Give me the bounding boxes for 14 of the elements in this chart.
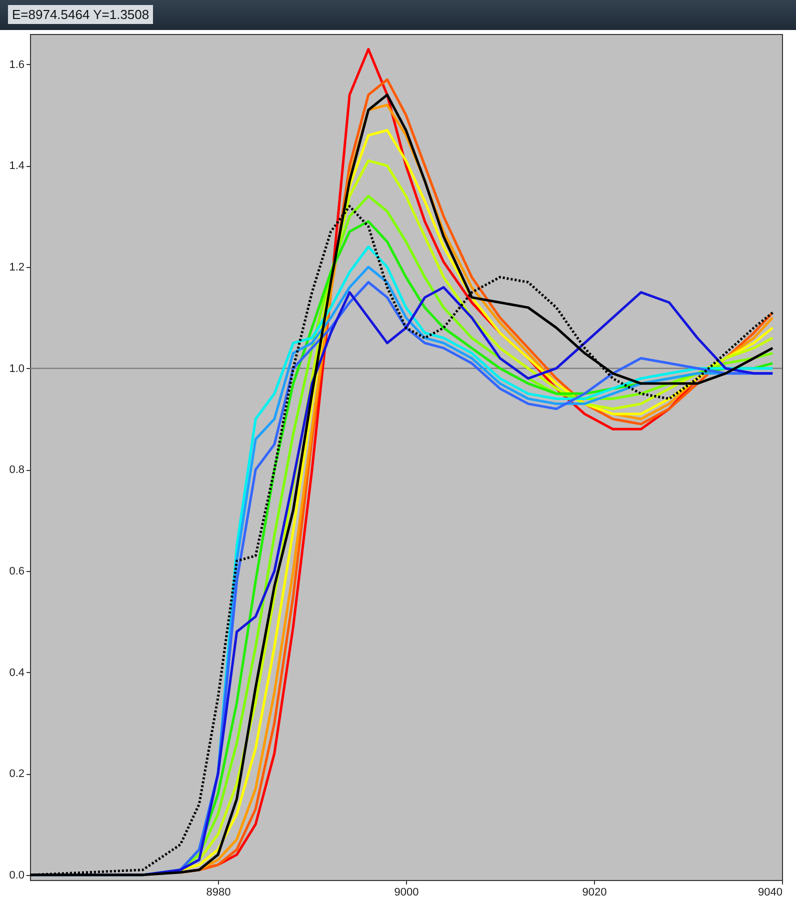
y-tick-label: 0.6 [9,565,24,578]
y-tick-label: 0.8 [9,464,24,476]
x-tick-label: 9000 [394,886,419,898]
y-tick-label: 1.0 [9,362,24,375]
y-tick-label: 0.0 [9,869,24,882]
y-tick-label: 0.4 [9,666,24,679]
y-tick-label: 1.6 [9,58,24,71]
text: E=8974.5464 Y=1.3508 [8,5,154,24]
x-tick-label: 9040 [758,886,782,898]
y-tick-label: 1.4 [9,160,24,172]
x-tick-label: 9020 [582,886,607,898]
y-tick-label: 1.2 [9,262,24,274]
x-tick-label: 8980 [206,886,231,898]
y-tick-label: 0.2 [9,768,24,780]
